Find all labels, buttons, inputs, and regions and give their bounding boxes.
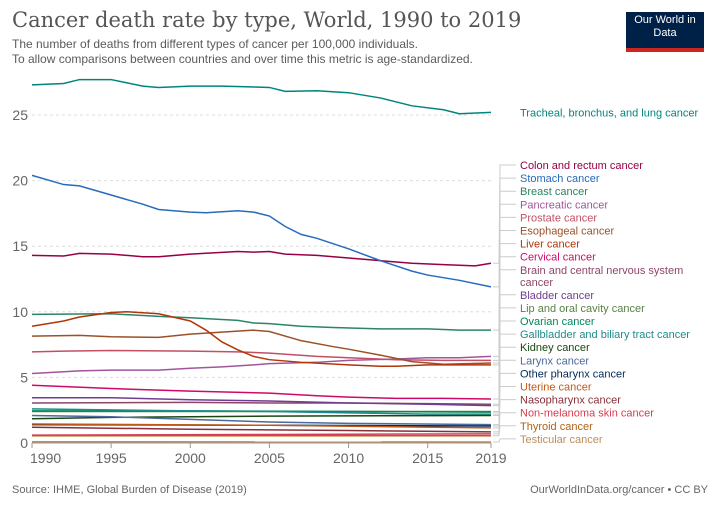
y-tick-label: 20 bbox=[12, 173, 28, 189]
series-label: Prostate cancer bbox=[520, 212, 597, 224]
series-line bbox=[31, 426, 492, 433]
series-line bbox=[31, 401, 492, 406]
series-label: Stomach cancer bbox=[520, 173, 600, 185]
series-line bbox=[31, 349, 491, 362]
x-tick-label: 2000 bbox=[175, 450, 206, 466]
series-label: Breast cancer bbox=[520, 186, 588, 198]
series-label: Tracheal, bronchus, and lung cancer bbox=[520, 107, 698, 119]
x-tick-label: 2015 bbox=[412, 450, 443, 466]
series-line bbox=[31, 384, 492, 400]
source-note: Source: IHME, Global Burden of Disease (… bbox=[12, 484, 247, 496]
series-label: Thyroid cancer bbox=[520, 421, 593, 433]
y-tick-label: 25 bbox=[12, 107, 28, 123]
label-connector bbox=[493, 177, 516, 288]
label-connector bbox=[493, 307, 516, 413]
series-line bbox=[31, 78, 492, 115]
y-tick-label: 5 bbox=[20, 369, 28, 385]
series-line bbox=[31, 423, 492, 429]
series-label: Colon and rectum cancer bbox=[520, 160, 643, 172]
x-tick-label: 2019 bbox=[475, 450, 506, 466]
series-label: Nasopharynx cancer bbox=[520, 395, 621, 407]
series-label: Esophageal cancer bbox=[520, 226, 615, 238]
series-label: Larynx cancer bbox=[520, 355, 589, 367]
label-connector bbox=[493, 320, 516, 413]
series-line bbox=[31, 250, 492, 267]
label-connector bbox=[493, 230, 516, 364]
x-tick-label: 1990 bbox=[30, 450, 61, 466]
label-connector bbox=[493, 203, 516, 357]
label-connector bbox=[493, 412, 516, 435]
y-tick-label: 15 bbox=[12, 238, 28, 254]
label-connector bbox=[493, 386, 516, 429]
series-label: Uterine cancer bbox=[520, 382, 592, 394]
series-line bbox=[31, 408, 491, 415]
series-line bbox=[31, 355, 492, 375]
series-label: Gallbladder and biliary tract cancer bbox=[520, 329, 690, 341]
label-connector bbox=[493, 294, 516, 407]
x-tick-label: 2005 bbox=[254, 450, 285, 466]
series-label: Bladder cancer bbox=[520, 290, 594, 302]
series-label: Kidney cancer bbox=[520, 342, 590, 354]
series-line bbox=[31, 329, 492, 366]
series-label: Other pharynx cancer bbox=[520, 368, 626, 380]
series-line bbox=[31, 313, 491, 331]
series-label: Liver cancer bbox=[520, 239, 580, 251]
license-link[interactable]: OurWorldInData.org/cancer • CC BY bbox=[530, 484, 708, 496]
x-tick-label: 1995 bbox=[96, 450, 127, 466]
label-connector bbox=[493, 256, 516, 400]
series-line bbox=[31, 311, 491, 367]
series-line bbox=[31, 414, 492, 420]
series-line bbox=[32, 396, 492, 407]
series-line bbox=[31, 174, 492, 288]
logo-text: Our World in Data bbox=[634, 14, 696, 39]
chart-subtitle: The number of deaths from different type… bbox=[12, 37, 419, 51]
series-line bbox=[31, 433, 492, 436]
y-tick-label: 10 bbox=[12, 304, 28, 320]
series-label: Ovarian cancer bbox=[520, 316, 595, 328]
x-tick-label: 2010 bbox=[333, 450, 364, 466]
series-label: Testicular cancer bbox=[520, 434, 603, 446]
series-line bbox=[31, 414, 492, 426]
owid-logo[interactable]: Our World in Data bbox=[626, 12, 704, 52]
chart-title: Cancer death rate by type, World, 1990 t… bbox=[12, 8, 522, 32]
label-connector bbox=[493, 216, 516, 361]
label-connector bbox=[493, 425, 516, 437]
label-connector bbox=[493, 164, 516, 264]
y-tick-label: 0 bbox=[20, 435, 28, 451]
chart-subtitle-2: To allow comparisons between countries a… bbox=[12, 52, 473, 66]
series-label: Non-melanoma skin cancer bbox=[520, 408, 654, 420]
series-label: Lip and oral cavity cancer bbox=[520, 303, 645, 315]
label-connector bbox=[493, 333, 516, 415]
series-label: Pancreatic cancer bbox=[520, 199, 608, 211]
series-label: Brain and central nervous system cancer bbox=[520, 265, 683, 289]
label-connector bbox=[493, 438, 516, 443]
label-connector bbox=[493, 190, 516, 331]
series-label: Cervical cancer bbox=[520, 252, 596, 264]
label-connector bbox=[493, 269, 516, 405]
